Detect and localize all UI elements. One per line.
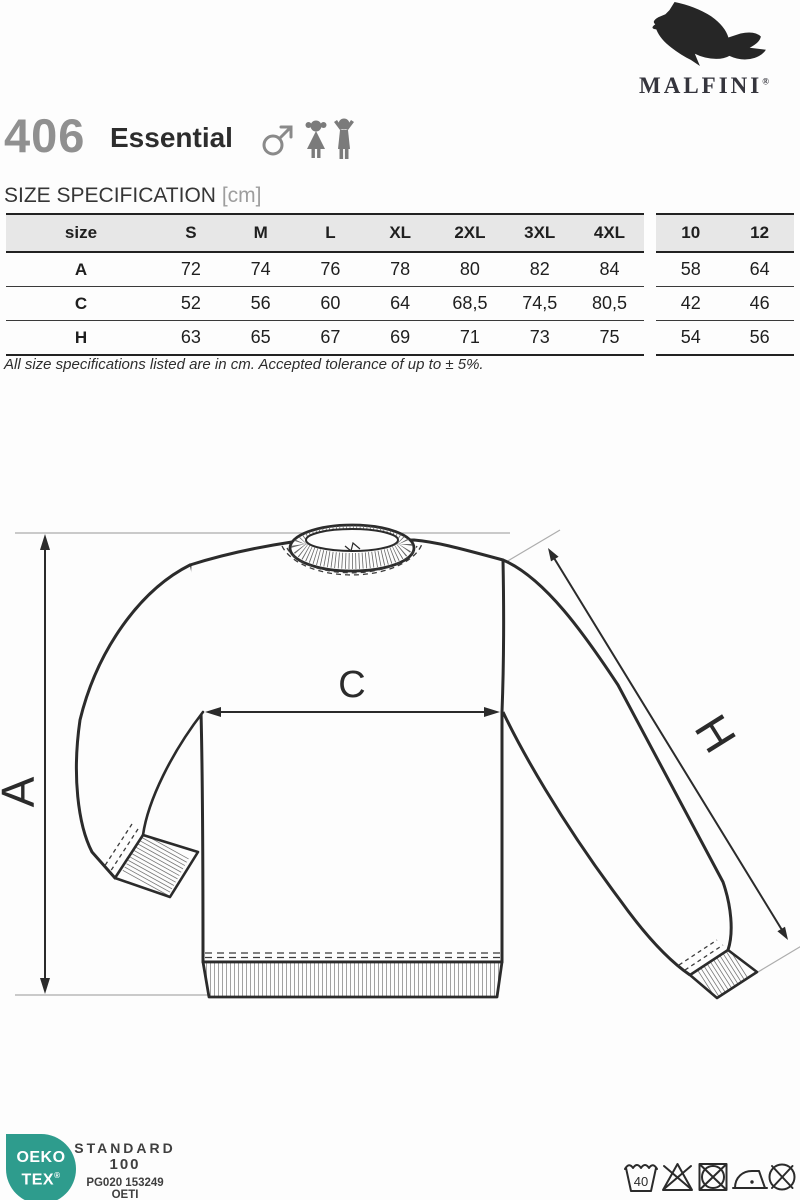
col-header-3xl: 3XL [504,215,575,253]
kids-icon [305,118,354,159]
hem-ribbing [201,952,504,999]
wash-40-icon: 40 [624,1164,658,1192]
left-sleeve [74,563,205,880]
dimension-c: C [205,664,500,717]
size-table-adult: size S M L XL 2XL 3XL 4XL A 72 74 76 78 … [6,213,645,356]
col-header-m: M [225,215,296,253]
cell-h-4xl: 75 [574,320,645,354]
certificate-institute: OETI [111,1189,139,1200]
eagle-icon [652,2,766,66]
cell-h-s: 63 [156,320,226,354]
cell-a-s: 72 [180,259,201,279]
garment-body [187,538,506,964]
section-unit: [cm] [221,184,262,207]
col-header-xl: XL [365,215,436,253]
dimension-a-label: A [0,776,44,807]
cell-c-12: 46 [725,286,794,320]
section-heading: SIZE SPECIFICATION [cm] [4,184,261,208]
iron-one-dot-icon [732,1170,768,1189]
cell-c-l: 60 [295,286,366,320]
male-symbol-icon [262,125,293,156]
cell-c-3xl: 74,5 [504,286,575,320]
sweatshirt-diagram: A C H [0,523,800,1000]
cell-h-10: 54 [656,320,726,354]
col-header-10: 10 [656,215,726,253]
standard-word: STANDARD [74,1140,176,1156]
brand-logo: MALFINI® [608,2,800,99]
collar-tag-detail [344,541,361,553]
cell-h-l: 67 [295,320,366,354]
row-label-h: H [6,320,156,354]
right-sleeve [501,558,733,977]
cell-a-xl: 78 [390,259,411,279]
cell-h-12: 56 [725,320,794,354]
row-label-c: C [6,286,156,320]
tolerance-note: All size specifications listed are in cm… [4,356,484,373]
certificate-code: PG020 153249 [86,1177,164,1189]
cell-c-xl: 64 [365,286,436,320]
cell-a-m: 74 [250,259,271,279]
do-not-bleach-icon [662,1163,693,1191]
right-cuff [678,939,759,1000]
product-name: Essential [110,122,233,153]
col-header-4xl: 4XL [574,215,645,253]
cell-h-m: 65 [225,320,296,354]
do-not-dry-clean-icon [768,1163,796,1191]
cell-c-s: 52 [156,286,226,320]
oeko-badge-line1: OEKO [16,1148,66,1166]
oeko-tex-badge: OEKO TEX® [6,1134,76,1200]
extension-lines [15,529,800,996]
col-header-s: S [156,215,226,253]
col-header-size: size [6,215,156,253]
dimension-h-label: H [685,706,747,762]
col-header-12: 12 [725,215,794,253]
left-cuff [103,823,200,899]
size-table-kids: 10 12 58 64 42 46 54 56 [656,213,794,356]
col-header-l: L [295,215,366,253]
cell-c-10: 42 [656,286,726,320]
standard-number: 100 [109,1156,141,1173]
do-not-tumble-dry-icon [698,1163,728,1191]
oeko-badge-line2: TEX® [21,1170,61,1189]
wash-temp-label: 40 [634,1174,648,1189]
section-title: SIZE SPECIFICATION [4,184,216,207]
care-symbols: 40 [624,1163,796,1192]
oeko-standard-block: STANDARD 100 PG020 153249 OETI [70,1140,180,1200]
cell-a-2xl: 80 [459,259,480,279]
cell-a-12: 64 [749,259,770,279]
row-label-a: A [74,259,88,279]
cell-a-10: 58 [680,259,701,279]
cell-c-m: 56 [225,286,296,320]
product-code: 406 [4,109,86,162]
cell-c-4xl: 80,5 [574,286,645,320]
size-tables: size S M L XL 2XL 3XL 4XL A 72 74 76 78 … [6,213,794,356]
col-header-2xl: 2XL [435,215,505,253]
cell-a-3xl: 82 [529,259,550,279]
cell-c-2xl: 68,5 [435,286,505,320]
cell-a-l: 76 [320,259,341,279]
cell-a-4xl: 84 [599,259,620,279]
registered-mark: ® [762,76,769,87]
dimension-c-label: C [338,664,365,706]
collar-ribbing [281,523,423,576]
cell-h-2xl: 71 [435,320,505,354]
cell-h-xl: 69 [365,320,436,354]
brand-wordmark: MALFINI® [639,73,769,98]
dimension-a: A [0,534,50,994]
cell-h-3xl: 73 [504,320,575,354]
